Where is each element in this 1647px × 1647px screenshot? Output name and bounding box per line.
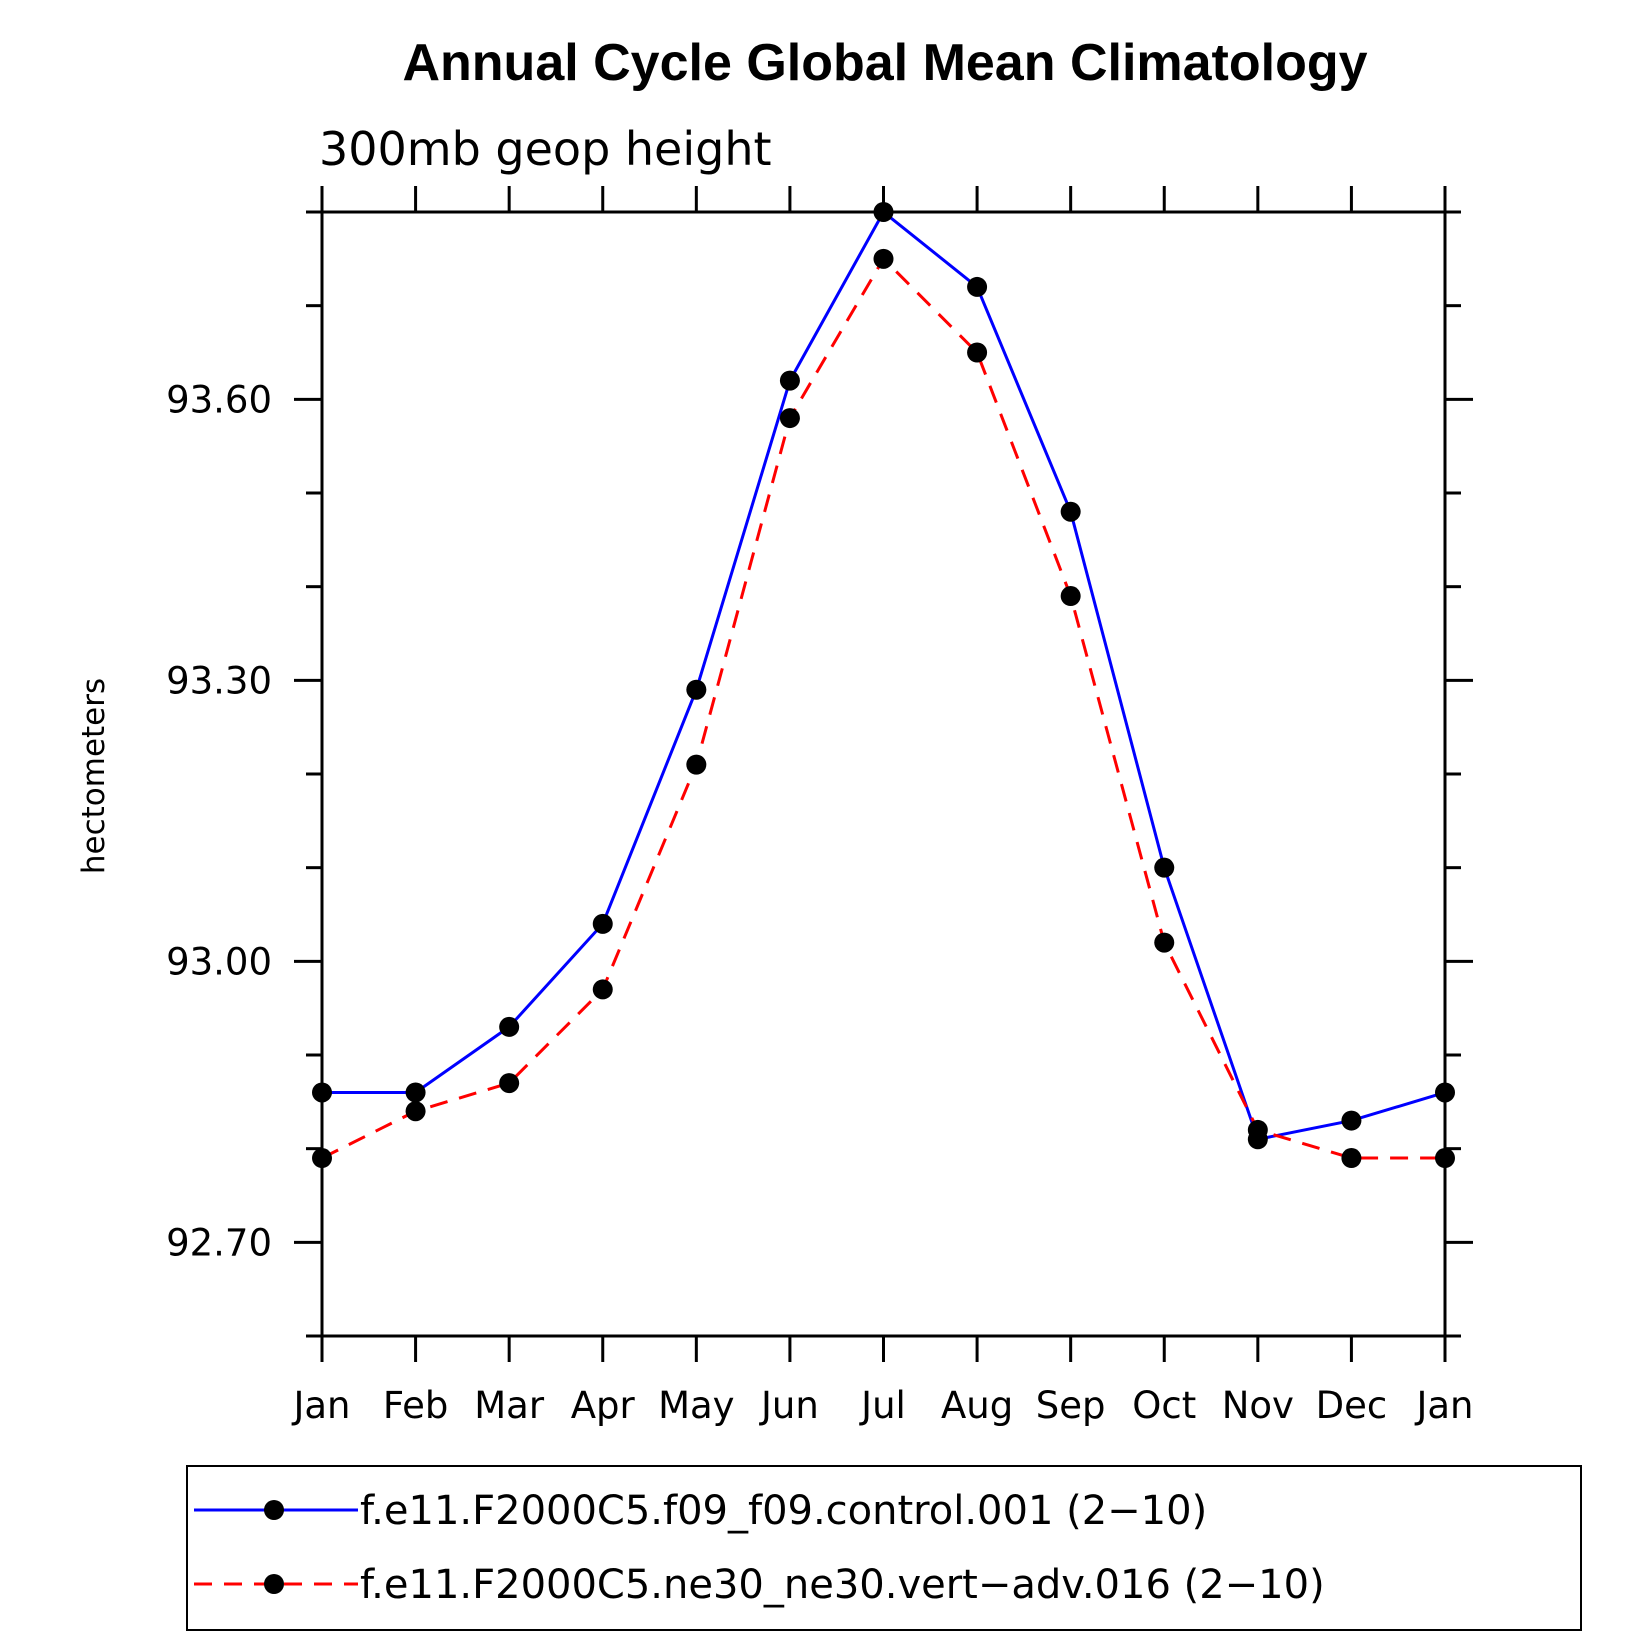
series-2-point [967,342,988,363]
y-tick-label: 93.00 [166,940,272,983]
series-1-point [686,679,707,700]
x-tick-labels: Jan Feb Mar Apr May Jun Jul Aug Sep Oct Nov Dec Jan [291,1384,1473,1427]
legend: f.e11.F2000C5.f09_f09.control.001 (2−10)… [186,1465,1582,1631]
series-1-point [592,913,613,934]
series-layer [312,202,1455,1169]
chart-subtitle: 300mb geop height [319,122,772,176]
series-2-point [1341,1148,1362,1169]
series-2-point [405,1101,426,1122]
series-1-point [499,1016,520,1037]
legend-item-1: f.e11.F2000C5.f09_f09.control.001 (2−10) [194,1488,1207,1534]
y-tick-label: 93.30 [166,659,272,702]
x-tick-label: May [658,1384,735,1427]
x-tick-label: Feb [383,1384,449,1427]
legend-box [186,1465,1582,1631]
chart-title: Annual Cycle Global Mean Climatology [402,34,1367,92]
x-tick-label: Dec [1316,1384,1388,1427]
series-2-point [686,754,707,775]
plot-frame [320,210,1447,1338]
axis-ticks [294,186,1473,1362]
series-2-point [873,248,894,269]
x-tick-label: Nov [1222,1384,1294,1427]
x-tick-label: Jan [291,1384,350,1427]
series-2-point [1154,932,1175,953]
series-1-point [1341,1110,1362,1131]
x-tick-label: Jun [759,1384,819,1427]
series-1-point [967,276,988,297]
y-tick-labels: 92.70 93.00 93.30 93.60 [166,378,272,1264]
x-tick-label: Aug [941,1384,1013,1427]
series-line-2 [321,256,1445,1160]
series-line-1 [322,209,1446,1142]
x-tick-label: Jul [859,1384,906,1427]
x-tick-label: Sep [1036,1384,1106,1427]
series-1-point [1060,501,1081,522]
series-1-point [1154,857,1175,878]
legend-label-1: f.e11.F2000C5.f09_f09.control.001 (2−10) [360,1488,1207,1534]
series-2-point [1060,586,1081,607]
x-tick-label: Mar [474,1384,545,1427]
y-tick-label: 93.60 [166,378,272,421]
y-axis-label: hectometers [76,678,112,874]
series-2-point [1247,1119,1268,1140]
series-2-point [592,979,613,1000]
legend-label-2: f.e11.F2000C5.ne30_ne30.vert−adv.016 (2−… [360,1562,1325,1608]
x-tick-label: Oct [1132,1384,1196,1427]
y-tick-label: 92.70 [166,1221,272,1264]
series-2-point [499,1073,520,1094]
x-tick-label: Jan [1414,1384,1473,1427]
x-tick-label: Apr [571,1384,636,1427]
series-1-point [779,370,800,391]
series-2-point [779,408,800,429]
legend-marker-2 [264,1574,284,1594]
legend-marker-1 [264,1500,284,1520]
legend-item-2: f.e11.F2000C5.ne30_ne30.vert−adv.016 (2−… [194,1562,1325,1608]
series-1-point [405,1082,426,1103]
